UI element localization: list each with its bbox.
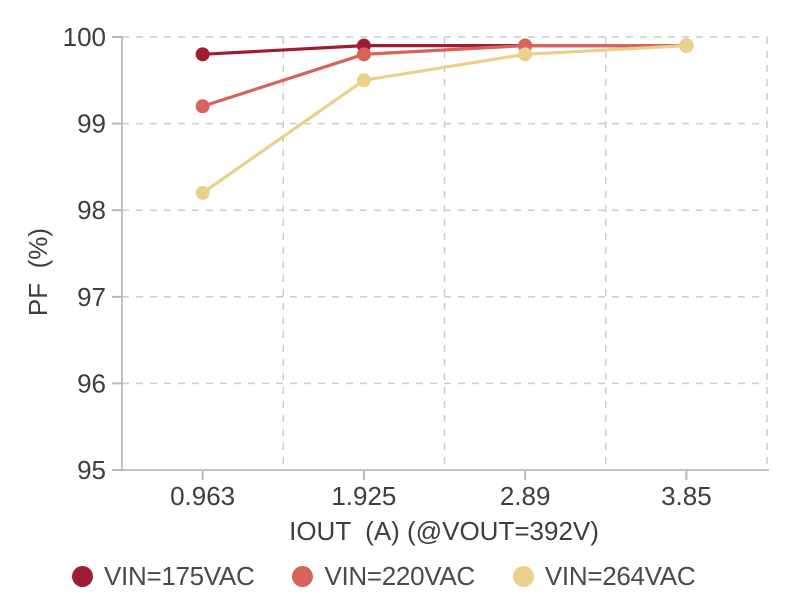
data-point-VIN=264VAC xyxy=(679,38,694,53)
x-axis-title: IOUT (A) (@VOUT=392V) xyxy=(289,516,599,546)
data-point-VIN=220VAC xyxy=(356,47,371,62)
chart-legend: VIN=175VAC VIN=220VAC VIN=264VAC xyxy=(72,560,696,592)
legend-marker-264vac-icon xyxy=(512,565,534,587)
x-tick-label: 2.89 xyxy=(500,481,551,511)
legend-marker-220vac-icon xyxy=(292,565,314,587)
y-tick-label: 99 xyxy=(77,109,106,139)
x-tick-label: 1.925 xyxy=(331,481,396,511)
legend-item-264vac: VIN=264VAC xyxy=(512,560,696,592)
y-tick-label: 97 xyxy=(77,282,106,312)
legend-label-264vac: VIN=264VAC xyxy=(544,561,696,591)
data-point-VIN=264VAC xyxy=(195,185,210,200)
legend-item-175vac: VIN=175VAC xyxy=(72,560,255,592)
data-point-VIN=175VAC xyxy=(195,47,210,62)
x-tick-label: 3.85 xyxy=(661,481,712,511)
y-tick-label: 100 xyxy=(63,22,106,52)
data-point-VIN=220VAC xyxy=(195,99,210,114)
legend-marker-175vac-icon xyxy=(72,565,93,587)
chart-layers: 95 96 97 98 99 100 0.963 1.925 2.89 3.85 xyxy=(63,22,769,511)
data-point-VIN=264VAC xyxy=(518,47,533,62)
series-line-VIN=220VAC xyxy=(201,44,688,108)
legend-label-220vac: VIN=220VAC xyxy=(324,561,475,591)
y-axis-title: PF (%) xyxy=(23,228,53,316)
data-point-VIN=264VAC xyxy=(356,73,371,88)
legend-label-175vac: VIN=175VAC xyxy=(104,561,255,591)
y-tick-label: 96 xyxy=(77,368,106,398)
legend-item-220vac: VIN=220VAC xyxy=(292,560,475,592)
y-tick-label: 95 xyxy=(77,455,106,485)
chart-canvas: 95 96 97 98 99 100 0.963 1.925 2.89 3.85 IOUT (A)… xyxy=(23,22,769,546)
series-line-VIN=264VAC xyxy=(201,44,688,195)
y-tick-label: 98 xyxy=(77,195,106,225)
x-tick-label: 0.963 xyxy=(170,481,235,511)
